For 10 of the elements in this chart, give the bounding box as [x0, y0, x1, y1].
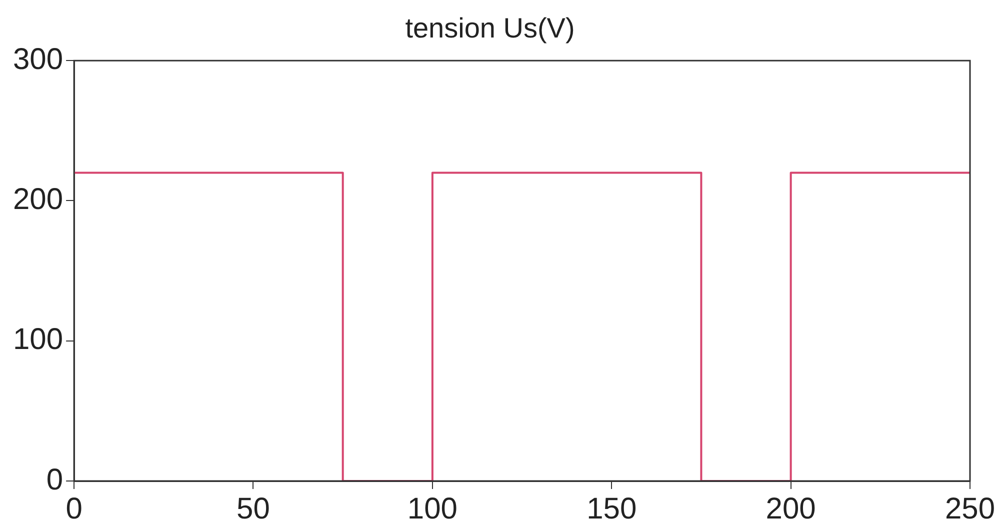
x-tick-label: 250: [944, 492, 996, 526]
x-tick-label: 200: [766, 492, 816, 526]
x-tick-label: 150: [586, 492, 637, 526]
y-tick-label: 0: [46, 463, 64, 496]
x-tick-label: 100: [407, 492, 458, 526]
y-tick-label: 100: [12, 323, 64, 356]
x-tick-label: 50: [236, 492, 270, 526]
chart-title: tension Us(V): [405, 12, 575, 44]
y-tick-label: 200: [12, 183, 64, 216]
y-tick-label: 300: [12, 42, 64, 76]
